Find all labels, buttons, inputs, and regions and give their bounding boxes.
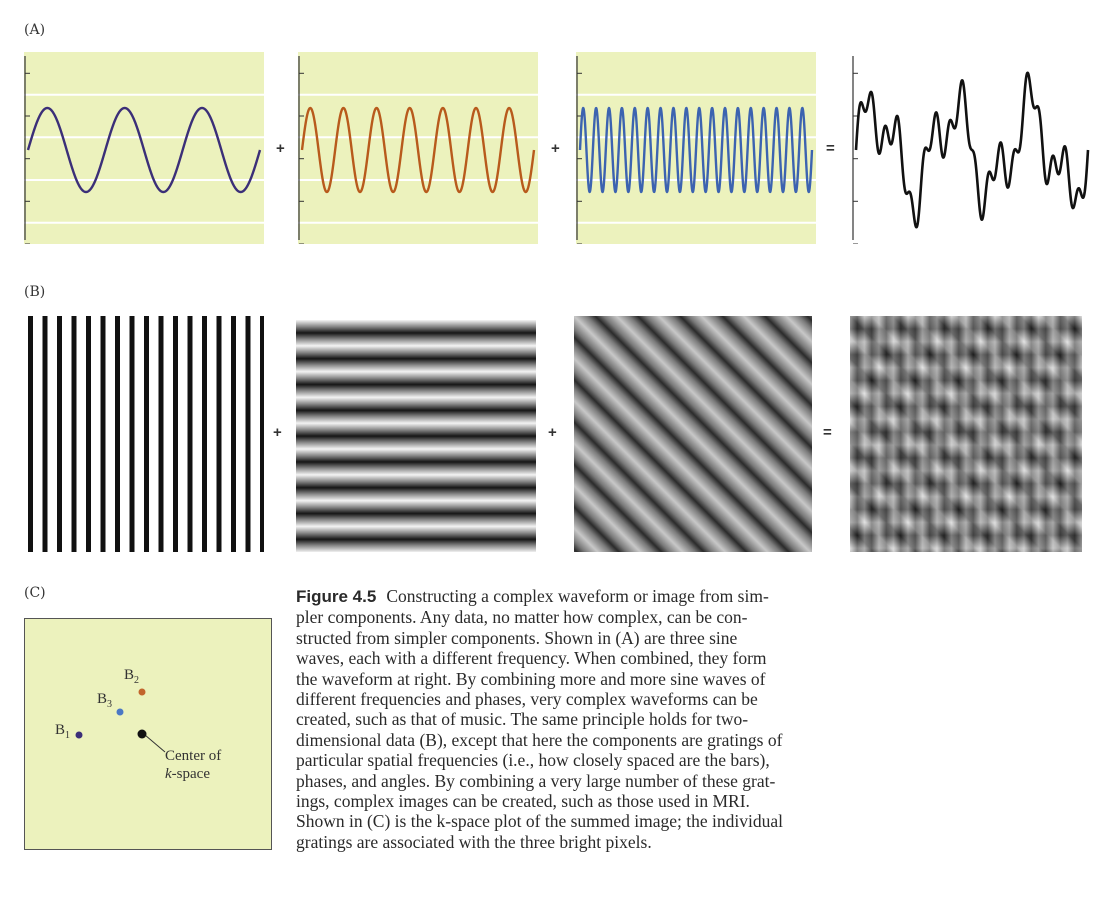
equals-operator-a: =	[826, 140, 835, 157]
b1-label: B1	[55, 722, 71, 741]
caption-line: phases, and angles. By combining a very …	[296, 770, 776, 791]
b3-label: B3	[97, 691, 113, 710]
sine-wave-line	[26, 106, 262, 194]
caption-line: ings, complex images can be created, suc…	[296, 791, 750, 812]
grating-vertical	[24, 316, 264, 552]
caption-line: pler components. Any data, no matter how…	[296, 607, 748, 628]
b1-dot	[75, 731, 83, 739]
figure-title: Figure 4.5	[296, 587, 377, 606]
b2-label: B2	[124, 667, 140, 686]
kspace-bg	[25, 619, 271, 849]
panel-a-label: (A)	[24, 22, 46, 38]
b3-dot	[116, 708, 124, 716]
caption-line: dimensional data (B), except that here t…	[296, 729, 783, 750]
plus-operator-a2: +	[551, 140, 560, 157]
caption-line: gratings are associated with the three b…	[296, 831, 652, 852]
wave-panel-2	[298, 52, 538, 244]
center-label: Center of k-space	[165, 748, 222, 782]
panel-b-label: (B)	[24, 284, 46, 300]
summed-image	[850, 316, 1082, 552]
wave-panel-3	[576, 52, 816, 244]
caption-line: the waveform at right. By combining more…	[296, 668, 766, 689]
plus-operator-a1: +	[276, 140, 285, 157]
grating-horizontal	[296, 320, 536, 552]
plus-operator-b1: +	[273, 424, 282, 441]
caption-line: different frequencies and phases, very c…	[296, 689, 758, 710]
wave-panel-1	[24, 52, 264, 244]
equals-operator-b: =	[823, 424, 832, 441]
caption-line: particular spatial frequencies (i.e., ho…	[296, 750, 770, 771]
caption-line: created, such as that of music. The same…	[296, 709, 749, 730]
panel-c-label: (C)	[24, 585, 46, 601]
figure-caption: Figure 4.5 Constructing a complex wavefor…	[296, 586, 916, 852]
sum-wave-panel	[852, 56, 1090, 244]
center-dot	[137, 729, 147, 739]
caption-line: structed from simpler components. Shown …	[296, 627, 738, 648]
kspace-plot: B1 B2 B3 Center of k-space	[24, 618, 272, 850]
b2-dot	[138, 688, 146, 696]
plus-operator-b2: +	[548, 424, 557, 441]
grating-diagonal	[574, 316, 812, 552]
sine-wave-line	[578, 106, 814, 194]
caption-line-1: Figure 4.5 Constructing a complex wavefor…	[296, 586, 769, 606]
sine-wave-line	[300, 106, 536, 194]
caption-line: Shown in (C) is the k-space plot of the …	[296, 811, 784, 832]
sum-wave-line	[854, 71, 1090, 229]
caption-line: waves, each with a different frequency. …	[296, 648, 767, 669]
